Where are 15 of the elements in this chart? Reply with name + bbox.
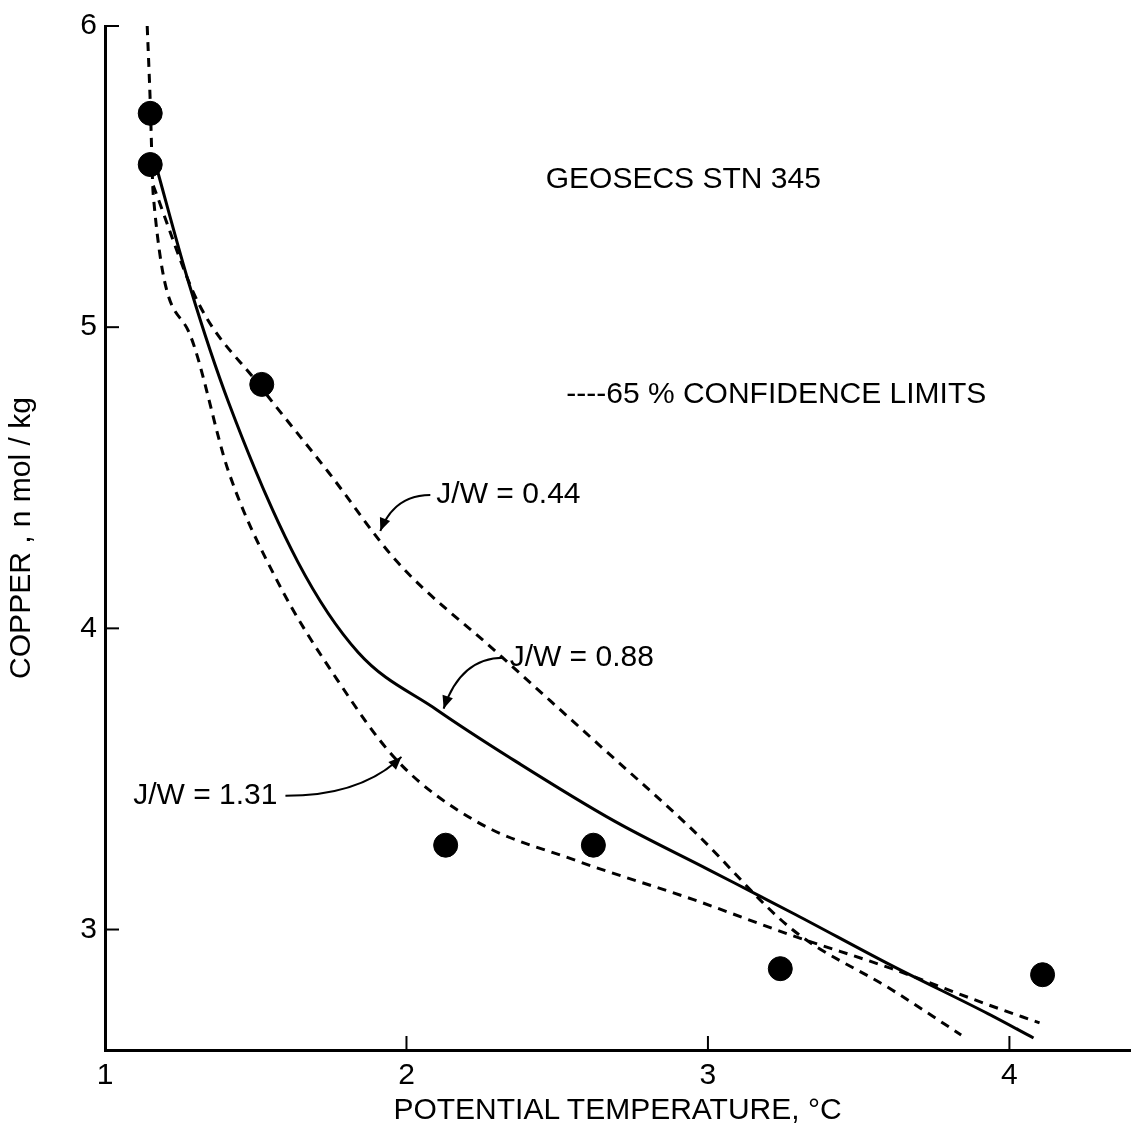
annotation: ----65 % CONFIDENCE LIMITS	[566, 375, 987, 409]
y-tick-label: 3	[80, 910, 97, 944]
annotation: GEOSECS STN 345	[545, 160, 821, 194]
x-axis-title: POTENTIAL TEMPERATURE, °C	[393, 1092, 842, 1126]
annotation: J/W = 0.44	[436, 476, 581, 510]
x-tick-label: 1	[96, 1057, 114, 1091]
annotation: J/W = 1.31	[133, 777, 278, 811]
y-axis-title: COPPER , n mol / kg	[3, 397, 37, 679]
y-tick-label: 5	[80, 308, 97, 342]
x-tick-label: 4	[1001, 1057, 1018, 1091]
x-tick-label: 2	[398, 1057, 415, 1091]
y-tick-label: 6	[80, 7, 97, 41]
annotation: J/W = 0.88	[509, 638, 654, 672]
y-tick-label: 4	[80, 609, 97, 643]
x-tick-label: 3	[699, 1057, 717, 1091]
